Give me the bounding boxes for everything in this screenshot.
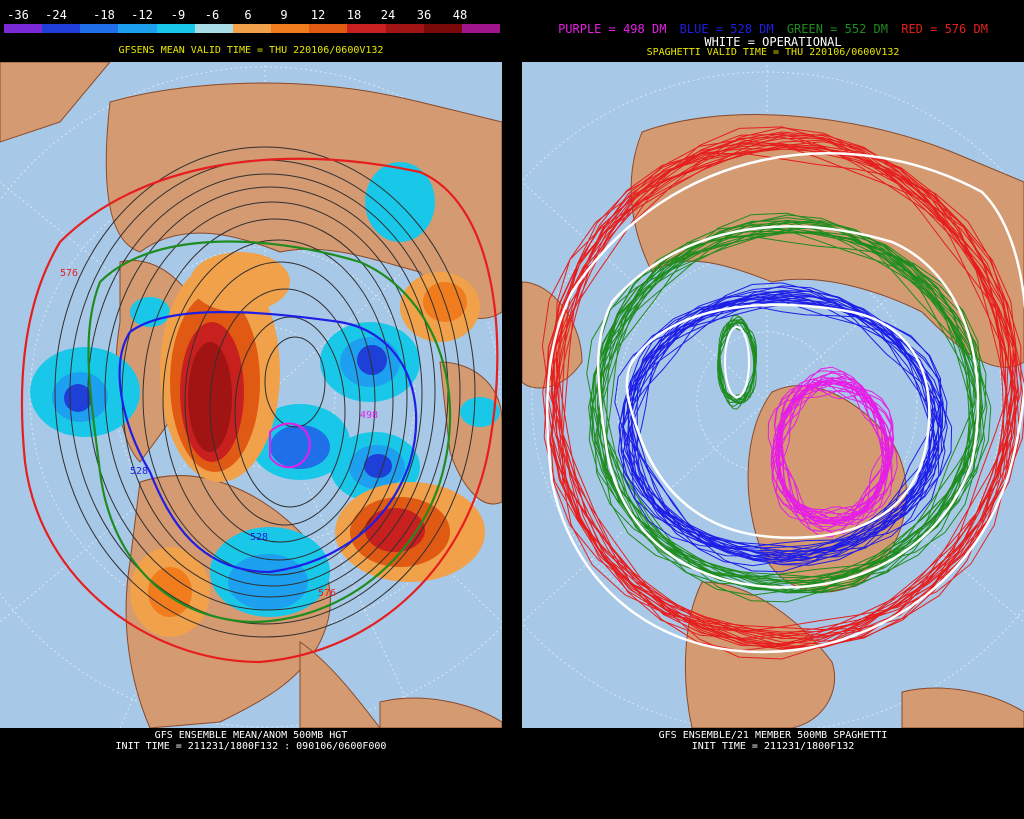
cb-label: -36 (7, 8, 29, 22)
colorbar-swatch (42, 24, 81, 33)
cb-label: -6 (204, 8, 220, 22)
contour-label: 528 (130, 466, 148, 477)
member-line (555, 141, 1017, 649)
colorbar-swatch (461, 24, 501, 33)
contour-label: 576 (318, 588, 336, 599)
caption-init: INIT TIME = 211231/1800F132 (691, 741, 855, 752)
spaghetti-legend: PURPLE = 498 DM BLUE = 528 DM GREEN = 55… (522, 22, 1024, 36)
contour-576 (20, 157, 499, 664)
caption-title: GFS ENSEMBLE MEAN/ANOM 500MB HGT (154, 730, 348, 741)
cb-label: 18 (346, 8, 362, 22)
cb-label: 9 (280, 8, 288, 22)
cb-label: -9 (170, 8, 186, 22)
cb-label: -12 (131, 8, 153, 22)
member-line (596, 221, 981, 584)
colorbar-swatch (309, 24, 348, 33)
member-line (773, 389, 895, 532)
cb-label: 24 (380, 8, 396, 22)
member-line (617, 295, 937, 557)
contour-498 (269, 422, 312, 469)
operational-552 (597, 225, 980, 589)
contour-552 (87, 240, 452, 624)
negative-anomalies (30, 162, 500, 617)
legend-purple: PURPLE = 498 DM (558, 22, 667, 36)
caption-title: GFS ENSEMBLE/21 MEMBER 500MB SPAGHETTI (658, 730, 888, 741)
cb-label: 36 (416, 8, 432, 22)
legend-red: RED = 576 DM (901, 22, 988, 36)
colorbar-swatch (80, 24, 119, 33)
colorbar-swatch (232, 24, 272, 33)
member-line (588, 227, 971, 589)
colorbar-swatch (4, 24, 43, 33)
colorbar-swatch (347, 24, 386, 33)
operational-576 (545, 152, 1024, 654)
cb-label: -24 (45, 8, 67, 22)
member-line (550, 137, 1021, 640)
spaghetti-panel: PURPLE = 498 DM BLUE = 528 DM GREEN = 55… (522, 0, 1024, 819)
colorbar-swatch (156, 24, 195, 33)
contour-label: 528 (250, 532, 268, 543)
member-line (561, 131, 1024, 633)
member-line (776, 379, 889, 521)
member-line (626, 292, 940, 555)
member-line (630, 295, 944, 567)
colorbar-labels: -36 -24 -18 -12 -9 -6 6 9 12 18 24 36 48 (0, 8, 502, 22)
colorbar-swatch (271, 24, 310, 33)
colorbar-swatch (385, 24, 424, 33)
colorbar-swatch (423, 24, 462, 33)
member-line (775, 380, 887, 522)
member-line (622, 290, 946, 552)
member-line (717, 314, 757, 399)
member-line (717, 316, 755, 401)
colorbar-swatch (118, 24, 157, 33)
cb-label: 6 (244, 8, 252, 22)
spaghetti-map (522, 62, 1024, 728)
member-line (631, 286, 953, 549)
member-line (604, 217, 992, 579)
cb-label: 12 (310, 8, 326, 22)
valid-time-text: GFSENS MEAN VALID TIME = THU 220106/0600… (118, 45, 384, 56)
cb-label: -18 (93, 8, 115, 22)
colorbar (4, 24, 501, 33)
member-line (551, 134, 1016, 637)
contour-label: 576 (60, 268, 78, 279)
operational-528 (625, 303, 931, 539)
ensemble-mean-panel: -36 -24 -18 -12 -9 -6 6 9 12 18 24 36 48… (0, 0, 502, 819)
member-line (780, 383, 894, 528)
colorbar-swatch (194, 24, 233, 33)
member-line (770, 371, 886, 521)
cb-label: 48 (452, 8, 468, 22)
anomaly-map: 528 528 498 576 576 (0, 62, 502, 728)
member-line (775, 370, 898, 521)
member-line (555, 146, 1022, 648)
member-line (550, 134, 1013, 642)
member-line (719, 320, 758, 407)
contour-label: 498 (360, 410, 378, 421)
member-line (779, 378, 894, 532)
contour-528 (118, 310, 418, 574)
valid-time-text: SPAGHETTI VALID TIME = THU 220106/0600V1… (646, 47, 900, 58)
legend-blue: BLUE = 528 DM (679, 22, 774, 36)
legend-white: WHITE = OPERATIONAL (704, 35, 842, 49)
caption-init: INIT TIME = 211231/1800F132 : 090106/060… (115, 741, 387, 752)
member-line (586, 231, 982, 594)
legend-green: GREEN = 552 DM (786, 22, 888, 36)
member-line (771, 372, 893, 515)
operational-loop (724, 326, 750, 398)
landmasses (522, 114, 1024, 728)
